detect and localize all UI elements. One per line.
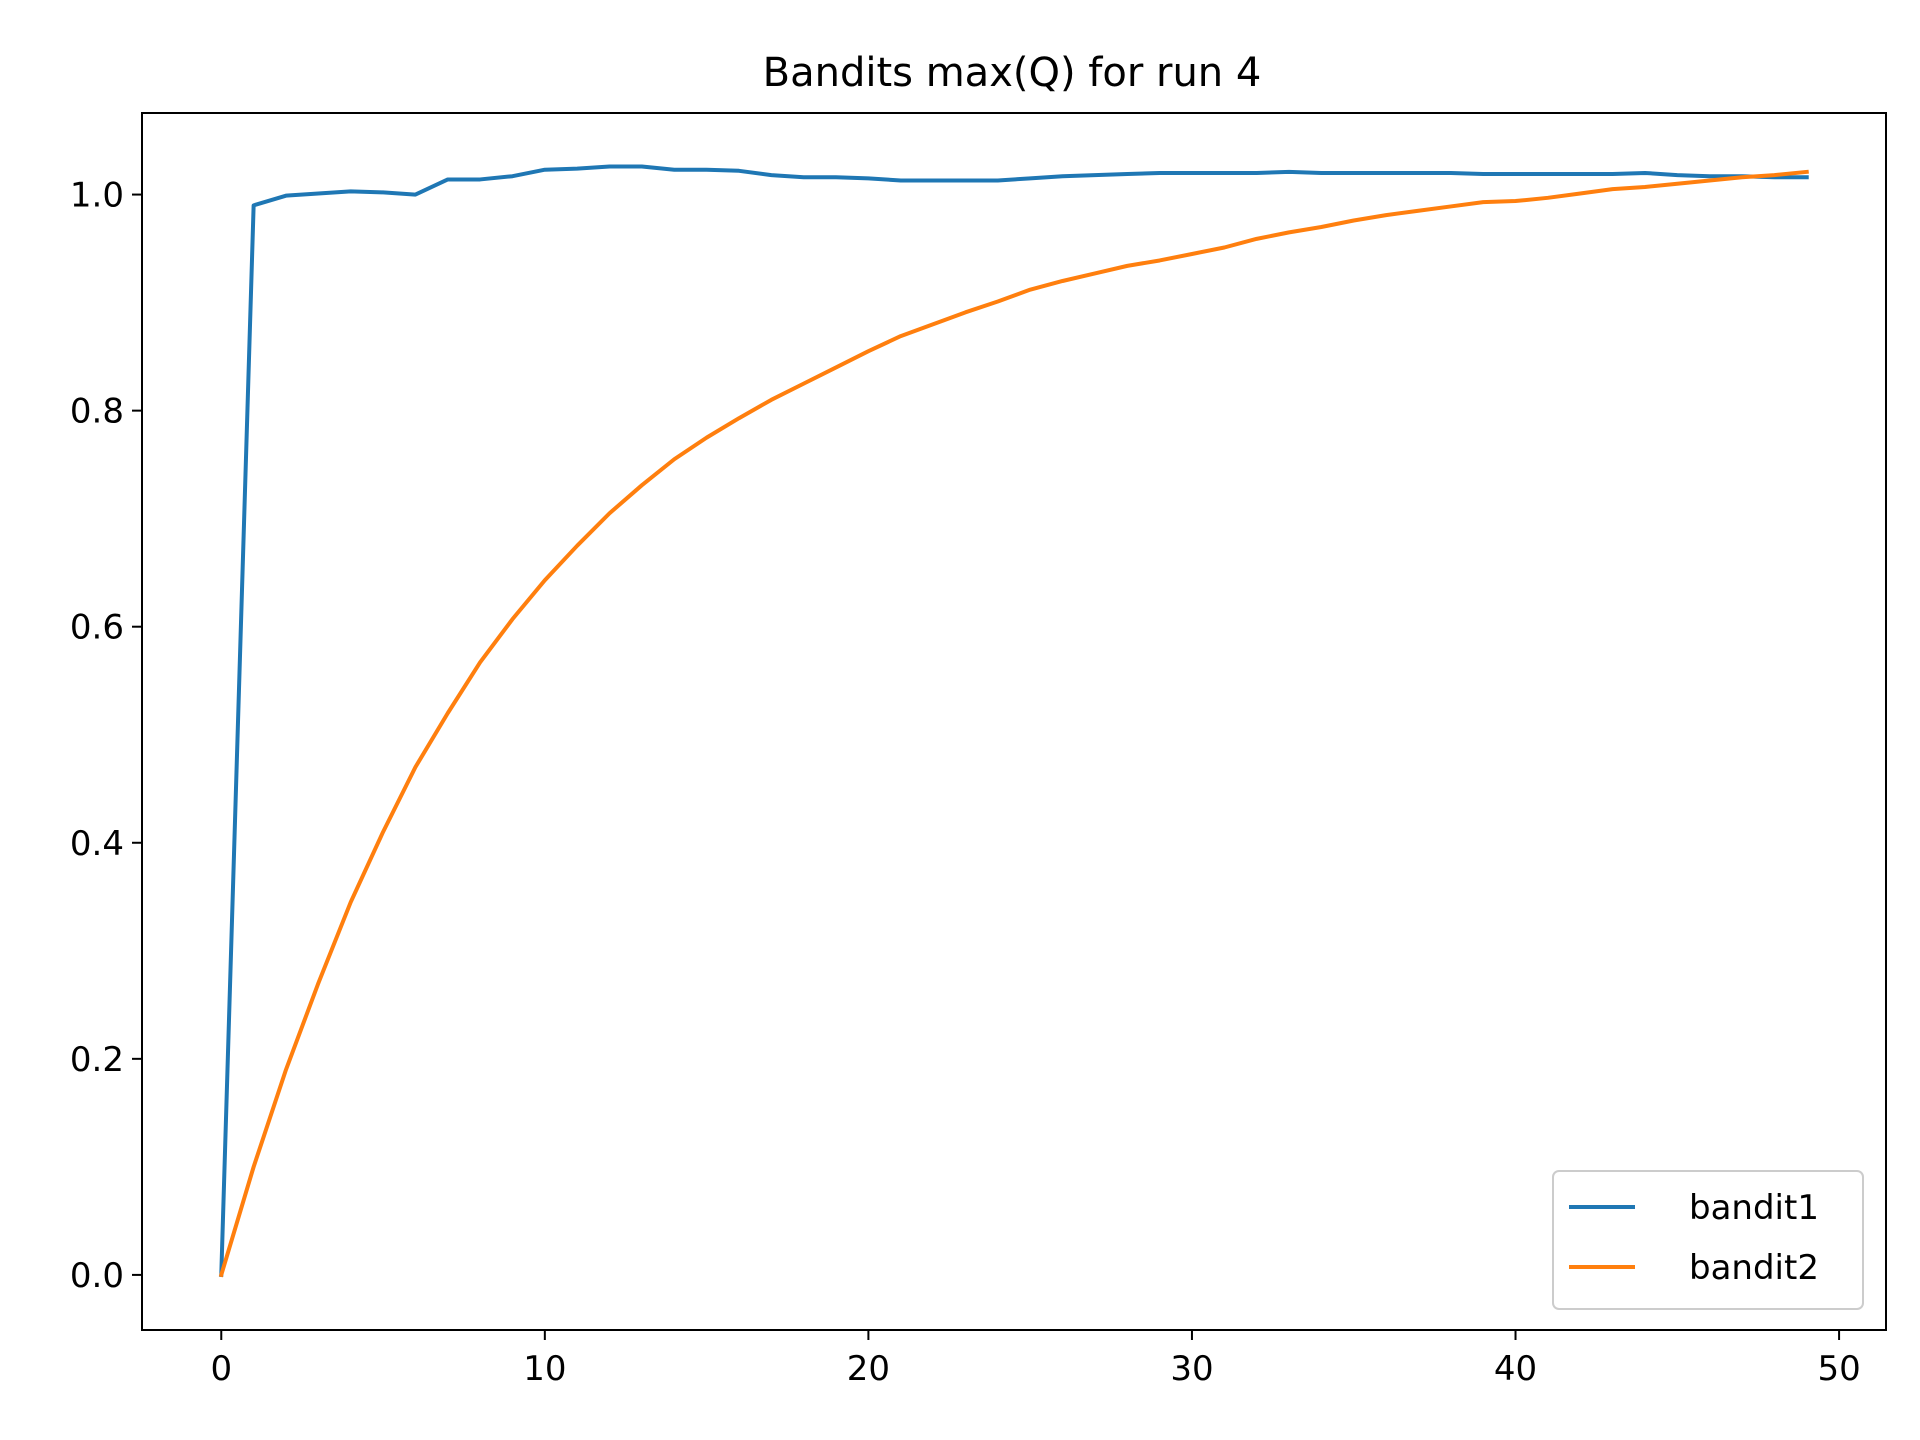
plot-frame [141,112,1887,1331]
legend: bandit1 bandit2 [1552,1170,1864,1310]
y-tick-label: 0.4 [70,824,124,864]
x-axis: 0 10 20 30 40 50 [210,1330,1861,1389]
y-tick-label: 0.0 [70,1256,124,1296]
series-line-bandit1 [219,164,1809,1277]
series-line-bandit2 [218,169,1809,1278]
legend-label: bandit1 [1689,1188,1819,1228]
x-tick-label: 30 [1170,1349,1213,1389]
x-tick-label: 20 [847,1349,890,1389]
y-axis: 0.0 0.2 0.4 0.6 0.8 1.0 [70,176,142,1296]
plot-area [141,112,1887,1331]
series-layer [218,164,1809,1278]
x-tick-label: 0 [210,1349,232,1389]
y-tick-label: 0.2 [70,1040,124,1080]
x-tick-label: 50 [1817,1349,1860,1389]
y-tick-label: 0.8 [70,392,124,432]
y-tick-label: 0.6 [70,608,124,648]
x-tick-label: 10 [523,1349,566,1389]
x-tick-label: 40 [1494,1349,1537,1389]
chart-title: Bandits max(Q) for run 4 [763,50,1262,96]
legend-label: bandit2 [1689,1248,1819,1288]
y-tick-label: 1.0 [70,176,124,216]
